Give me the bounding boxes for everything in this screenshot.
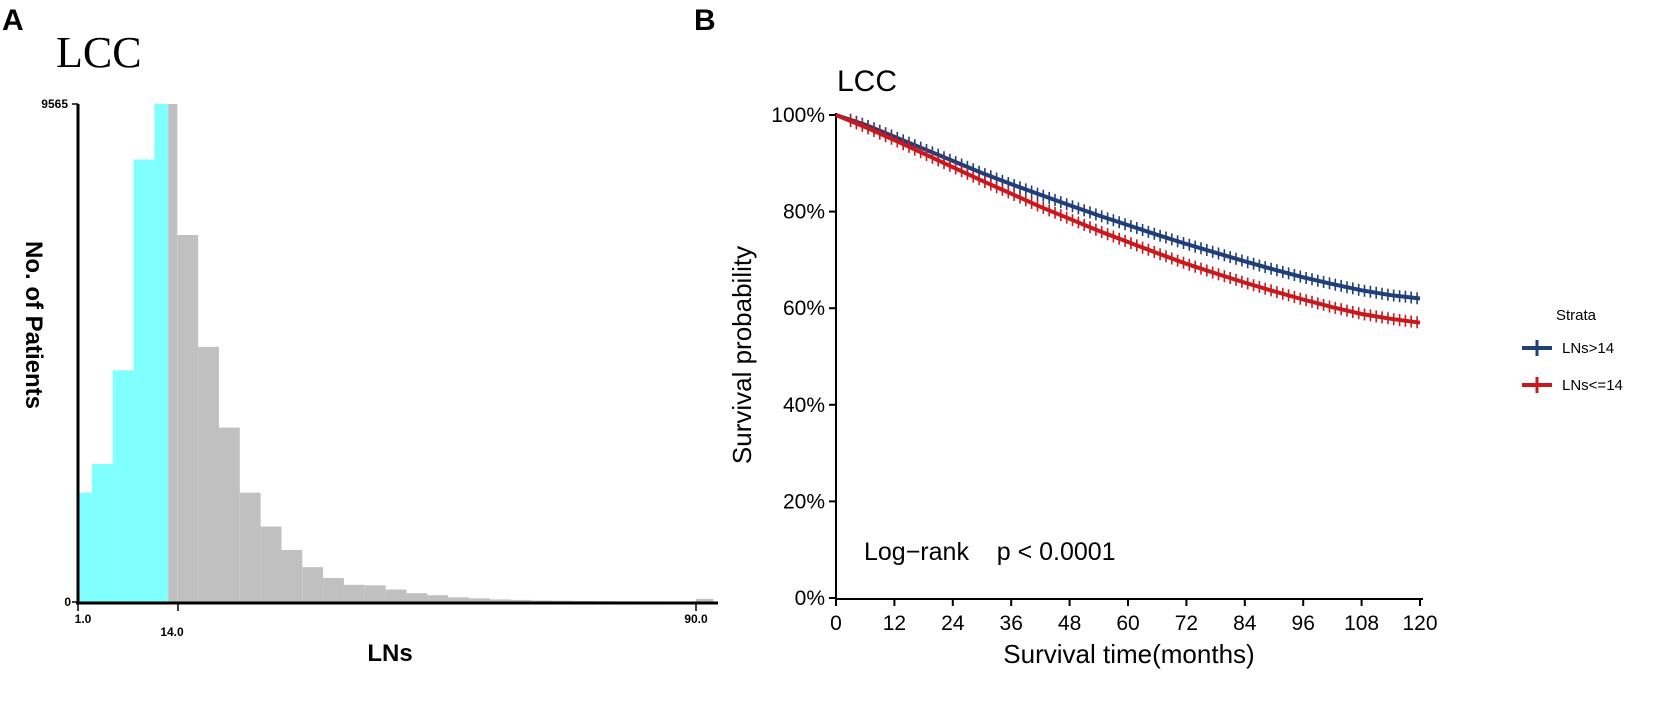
legend-item-lns-le-14: LNs<=14	[1522, 377, 1623, 394]
histogram-bar-14	[302, 567, 324, 602]
panel-b-letter: B	[694, 4, 716, 37]
histogram-bar-1	[78, 492, 92, 602]
km-x-tick-label-6: 72	[1175, 612, 1198, 635]
histogram-x-tick-label-start: 1.0	[75, 612, 92, 626]
histogram-bar-22	[468, 598, 490, 602]
histogram-x-axis-label: LNs	[367, 640, 412, 667]
histogram-bar-10	[218, 427, 240, 602]
km-curve-series-1	[835, 113, 1421, 325]
histogram-bar-4	[133, 159, 155, 602]
km-y-ticks: 0% 20% 40% 60% 80% 100%	[771, 104, 836, 610]
histogram-bars	[78, 104, 714, 602]
km-y-tick-label-0: 0%	[795, 587, 825, 610]
histogram-bar-24	[510, 599, 532, 602]
histogram-bar-7	[168, 104, 178, 602]
km-x-tick-label-9: 108	[1344, 612, 1379, 635]
histogram-bar-25	[531, 600, 553, 602]
histogram-bar-3	[112, 370, 134, 602]
km-x-tick-label-2: 24	[941, 612, 965, 635]
histogram-bar-33	[696, 598, 714, 602]
km-legend: Strata LNs>14 LNs<=14	[1522, 307, 1623, 394]
histogram-x-tick-label-end: 90.0	[684, 612, 708, 626]
km-x-tick-label-0: 0	[830, 612, 842, 635]
legend-title: Strata	[1556, 307, 1597, 324]
km-title: LCC	[837, 65, 897, 98]
km-x-tick-label-7: 84	[1233, 612, 1257, 635]
km-curves	[835, 113, 1421, 329]
histogram-bar-19	[406, 593, 428, 602]
km-censor-marks-series-1	[849, 115, 1418, 329]
histogram-bar-17	[364, 585, 386, 602]
histogram-bar-21	[448, 597, 469, 602]
histogram-y-axis-label: No. of Patients	[20, 241, 47, 409]
panel-a-letter: A	[2, 4, 24, 37]
histogram-bar-8	[177, 234, 199, 602]
histogram-title: LCC	[56, 28, 142, 77]
histogram-bar-20	[427, 595, 449, 602]
legend-label-lns-gt-14: LNs>14	[1562, 340, 1614, 357]
histogram-bar-18	[385, 589, 407, 602]
histogram-bar-6	[164, 104, 169, 602]
legend-item-lns-gt-14: LNs>14	[1522, 340, 1614, 357]
histogram-bar-13	[281, 549, 303, 602]
histogram-bar-5	[154, 104, 165, 602]
km-x-axis-label: Survival time(months)	[1003, 639, 1254, 669]
histogram-bar-23	[489, 599, 511, 602]
km-y-tick-label-1: 20%	[783, 490, 825, 513]
km-y-tick-label-4: 80%	[783, 201, 825, 224]
km-curve-series-0	[835, 113, 1421, 301]
km-x-tick-label-4: 48	[1058, 612, 1081, 635]
histogram-y-tick-label-zero: 0	[64, 595, 71, 609]
log-rank-annotation: Log−rank p < 0.0001	[864, 538, 1116, 566]
histogram-y-tick-label-max: 9565	[41, 97, 68, 111]
km-y-tick-label-5: 100%	[771, 104, 825, 127]
km-x-tick-label-5: 60	[1116, 612, 1139, 635]
histogram-bar-11	[239, 492, 261, 602]
km-x-tick-label-10: 120	[1402, 612, 1437, 635]
histogram-x-tick-label-cutoff: 14.0	[160, 625, 184, 639]
histogram-bar-9	[198, 346, 219, 602]
km-x-tick-label-3: 36	[1000, 612, 1023, 635]
histogram-bar-26	[552, 600, 574, 602]
km-y-tick-label-3: 60%	[783, 297, 825, 320]
km-y-tick-label-2: 40%	[783, 394, 825, 417]
km-censor-marks-series-0	[849, 113, 1418, 305]
km-y-axis-label: Survival probability	[727, 246, 757, 464]
histogram-bar-15	[323, 578, 344, 602]
histogram-bar-27	[573, 600, 594, 602]
histogram-bar-2	[91, 464, 113, 602]
legend-label-lns-le-14: LNs<=14	[1562, 377, 1623, 394]
km-x-tick-label-1: 12	[883, 612, 906, 635]
histogram-bar-12	[260, 526, 282, 602]
km-x-ticks: 0 12 24 36 48 60 72 84 96 108 120	[830, 599, 1438, 635]
histogram-bar-16	[343, 584, 365, 602]
km-x-tick-label-8: 96	[1292, 612, 1315, 635]
